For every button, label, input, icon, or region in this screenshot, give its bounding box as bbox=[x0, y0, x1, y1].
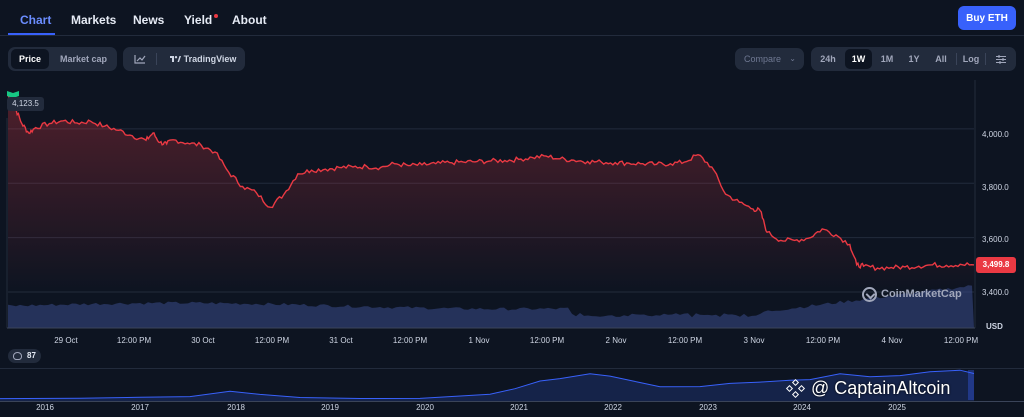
tab-chart[interactable]: Chart bbox=[20, 13, 52, 27]
range-1y-button[interactable]: 1Y bbox=[908, 54, 920, 64]
price-chart[interactable] bbox=[0, 80, 1024, 350]
navigator-badge[interactable]: 87 bbox=[8, 349, 41, 363]
top-nav: Chart Markets News Yield About Buy ETH bbox=[0, 0, 1024, 36]
line-chart-button[interactable] bbox=[126, 49, 154, 69]
y-tick-label: 3,600.0 bbox=[982, 235, 1009, 244]
tab-yield[interactable]: Yield bbox=[184, 13, 219, 27]
navigator-year-label: 2022 bbox=[604, 403, 622, 412]
range-all-button[interactable]: All bbox=[935, 54, 947, 64]
notification-dot-icon bbox=[214, 14, 219, 18]
navigator-year-label: 2017 bbox=[131, 403, 149, 412]
price-area-fill bbox=[8, 95, 974, 293]
y-tick-label: 4,000.0 bbox=[982, 130, 1009, 139]
chevron-down-icon: ⌄ bbox=[789, 54, 796, 63]
x-tick-label: 2 Nov bbox=[605, 336, 627, 345]
range-selector: 24h 1W 1M 1Y All Log bbox=[811, 47, 1016, 71]
chart-style-toggle: TradingView bbox=[123, 47, 245, 71]
x-tick-label: 1 Nov bbox=[468, 336, 490, 345]
x-tick-label: 12:00 PM bbox=[529, 336, 565, 345]
price-toggle-button[interactable]: Price bbox=[11, 49, 49, 69]
compare-dropdown[interactable]: Compare ⌄ bbox=[735, 48, 804, 70]
market-cap-toggle-button[interactable]: Market cap bbox=[59, 54, 108, 64]
x-tick-label: 12:00 PM bbox=[805, 336, 841, 345]
navigator-year-label: 2018 bbox=[227, 403, 245, 412]
gauge-icon bbox=[13, 352, 22, 360]
range-navigator[interactable] bbox=[0, 368, 1024, 402]
toolbar-divider bbox=[985, 53, 986, 65]
source-overlay: @ CaptainAltcoin bbox=[785, 378, 951, 399]
range-1w-button[interactable]: 1W bbox=[845, 49, 872, 69]
watermark-text: CoinMarketCap bbox=[881, 288, 962, 300]
tradingview-logo-icon bbox=[169, 56, 181, 62]
volume-area bbox=[8, 285, 974, 328]
coinmarketcap-watermark: CoinMarketCap bbox=[862, 285, 962, 303]
toolbar-divider bbox=[156, 53, 157, 65]
source-overlay-text: @ CaptainAltcoin bbox=[811, 378, 951, 398]
x-tick-label: 29 Oct bbox=[54, 336, 78, 345]
x-tick-label: 12:00 PM bbox=[392, 336, 428, 345]
tradingview-button[interactable]: TradingView bbox=[163, 49, 243, 69]
navigator-year-label: 2021 bbox=[510, 403, 528, 412]
x-tick-label: 12:00 PM bbox=[116, 336, 152, 345]
navigator-year-label: 2020 bbox=[416, 403, 434, 412]
x-tick-label: 12:00 PM bbox=[254, 336, 290, 345]
tab-markets[interactable]: Markets bbox=[71, 13, 117, 27]
toolbar-divider bbox=[956, 53, 957, 65]
x-tick-label: 4 Nov bbox=[881, 336, 903, 345]
active-tab-indicator bbox=[8, 33, 55, 35]
tab-yield-label: Yield bbox=[184, 13, 213, 27]
view-toggle: Price Market cap bbox=[8, 47, 117, 71]
log-scale-button[interactable]: Log bbox=[962, 54, 980, 64]
binance-logo-icon bbox=[785, 378, 806, 398]
x-tick-label: 12:00 PM bbox=[943, 336, 979, 345]
range-1m-button[interactable]: 1M bbox=[880, 54, 894, 64]
x-tick-label: 3 Nov bbox=[743, 336, 765, 345]
y-axis-unit: USD bbox=[986, 322, 1003, 331]
navigator-year-label: 2016 bbox=[36, 403, 54, 412]
compare-label: Compare bbox=[744, 54, 782, 64]
volume-bars bbox=[8, 285, 974, 328]
navigator-year-label: 2023 bbox=[699, 403, 717, 412]
coinmarketcap-logo-icon bbox=[862, 286, 877, 302]
price-line bbox=[7, 95, 975, 272]
tradingview-label: TradingView bbox=[183, 54, 237, 64]
current-price-badge: 3,499.8 bbox=[976, 257, 1016, 273]
navigator-line bbox=[0, 369, 975, 400]
line-chart-icon bbox=[134, 55, 146, 64]
chart-settings-button[interactable] bbox=[989, 49, 1013, 69]
x-tick-label: 30 Oct bbox=[191, 336, 215, 345]
navigator-area bbox=[0, 370, 974, 401]
x-tick-label: 31 Oct bbox=[329, 336, 353, 345]
navigator-year-label: 2024 bbox=[793, 403, 811, 412]
navigator-selection-window[interactable] bbox=[968, 370, 974, 400]
range-24h-button[interactable]: 24h bbox=[820, 54, 836, 64]
buy-eth-button[interactable]: Buy ETH bbox=[958, 6, 1016, 30]
tab-about[interactable]: About bbox=[232, 13, 267, 27]
y-tick-label: 3,800.0 bbox=[982, 183, 1009, 192]
tab-news[interactable]: News bbox=[133, 13, 165, 27]
settings-sliders-icon bbox=[996, 55, 1006, 64]
navigator-year-label: 2025 bbox=[888, 403, 906, 412]
y-tick-label: 3,400.0 bbox=[982, 288, 1009, 297]
max-price-badge: 4,123.5 bbox=[7, 97, 44, 111]
x-tick-label: 12:00 PM bbox=[667, 336, 703, 345]
navigator-year-label: 2019 bbox=[321, 403, 339, 412]
navigator-badge-value: 87 bbox=[27, 351, 36, 360]
